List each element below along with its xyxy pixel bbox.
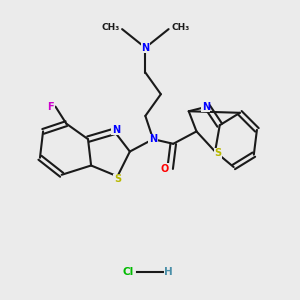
- Text: S: S: [114, 174, 121, 184]
- Text: O: O: [160, 164, 169, 174]
- Text: N: N: [112, 125, 120, 135]
- Text: CH₃: CH₃: [101, 23, 119, 32]
- Text: S: S: [214, 148, 222, 158]
- Text: N: N: [149, 134, 157, 144]
- Text: H: H: [164, 267, 173, 278]
- Text: CH₃: CH₃: [171, 23, 190, 32]
- Text: N: N: [141, 43, 149, 53]
- Text: Cl: Cl: [123, 267, 134, 278]
- Text: F: F: [47, 102, 54, 112]
- Text: N: N: [202, 102, 210, 112]
